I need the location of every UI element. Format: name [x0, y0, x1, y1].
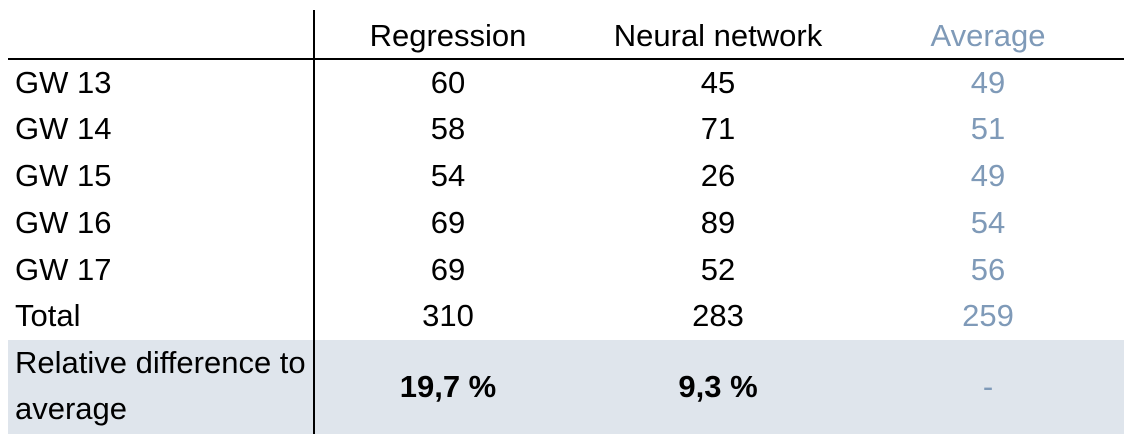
average-value: 51	[970, 111, 1006, 146]
column-header-average: Average	[930, 18, 1046, 53]
table-row-total: Total 310 283 259	[8, 293, 1124, 339]
row-label: Total	[15, 298, 81, 333]
row-label: GW 14	[15, 111, 112, 146]
regression-value: 69	[430, 205, 466, 240]
average-value: 56	[970, 252, 1006, 287]
label-column-divider-overlay	[313, 10, 315, 434]
average-value: 54	[970, 205, 1006, 240]
table-row: GW 16 69 89 54	[8, 200, 1124, 246]
neural-network-value: 52	[700, 252, 736, 287]
average-value: 259	[962, 298, 1014, 333]
regression-value: 69	[430, 252, 466, 287]
regression-value: 60	[430, 65, 466, 100]
table-row: GW 15 54 26 49	[8, 153, 1124, 199]
table-row: GW 13 60 45 49	[8, 60, 1124, 106]
row-label: GW 16	[15, 205, 112, 240]
neural-network-value: 71	[700, 111, 736, 146]
regression-value: 310	[422, 298, 474, 333]
regression-value: 54	[430, 158, 466, 193]
row-label: GW 15	[15, 158, 112, 193]
neural-network-value: 26	[700, 158, 736, 193]
table-row: GW 17 69 52 56	[8, 247, 1124, 293]
comparison-table: Regression Neural network Average GW 13 …	[8, 10, 1124, 434]
average-relative-difference: -	[982, 369, 994, 404]
column-header-regression: Regression	[369, 18, 527, 53]
regression-relative-difference: 19,7 %	[399, 369, 497, 404]
neural-network-relative-difference: 9,3 %	[678, 369, 758, 404]
relative-difference-row: Relative difference to average 19,7 % 9,…	[8, 340, 1124, 434]
average-value: 49	[970, 158, 1006, 193]
header-divider	[8, 58, 1124, 60]
column-header-neural-network: Neural network	[613, 18, 823, 53]
neural-network-value: 283	[692, 298, 744, 333]
average-value: 49	[970, 65, 1006, 100]
row-label: GW 13	[15, 65, 112, 100]
row-label: Relative difference to average	[15, 345, 306, 426]
neural-network-value: 45	[700, 65, 736, 100]
regression-value: 58	[430, 111, 466, 146]
neural-network-value: 89	[700, 205, 736, 240]
table-row: GW 14 58 71 51	[8, 106, 1124, 152]
row-label: GW 17	[15, 252, 112, 287]
